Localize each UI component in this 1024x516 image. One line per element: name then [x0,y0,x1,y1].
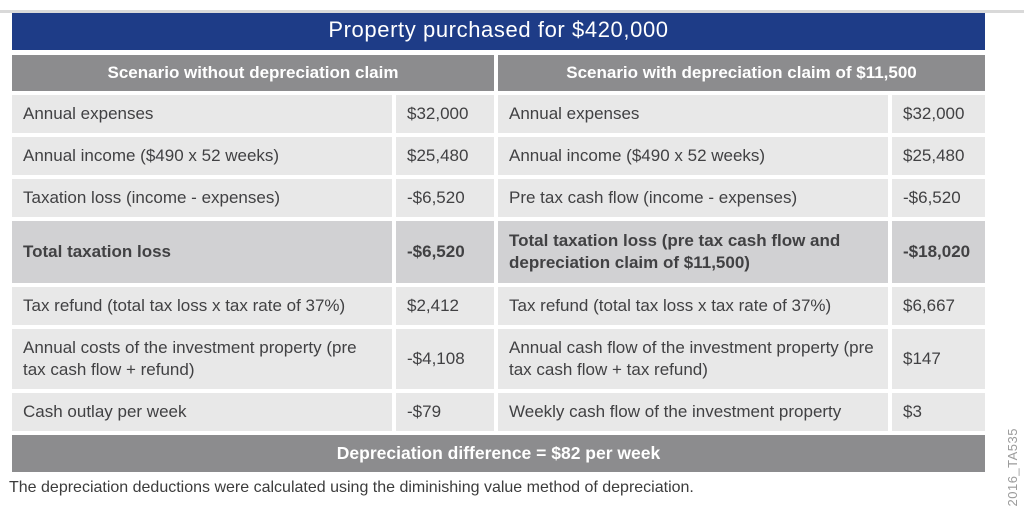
right-scenario-header: Scenario with depreciation claim of $11,… [498,55,985,91]
table-label-cell: Annual cash flow of the investment prope… [498,329,888,389]
left-scenario-header: Scenario without depreciation claim [12,55,494,91]
total-row-value-cell: -$18,020 [892,221,985,283]
table-value-cell: $32,000 [892,95,985,133]
table-value-cell: $2,412 [396,287,494,325]
table-label-cell: Weekly cash flow of the investment prope… [498,393,888,431]
table-value-cell: -$79 [396,393,494,431]
table-label-cell: Annual costs of the investment property … [12,329,392,389]
table-value-cell: $25,480 [396,137,494,175]
depreciation-comparison-figure: Property purchased for $420,000 Scenario… [0,10,1024,516]
table-label-cell: Annual income ($490 x 52 weeks) [12,137,392,175]
table-label-cell: Pre tax cash flow (income - expenses) [498,179,888,217]
table-value-cell: -$6,520 [396,179,494,217]
table-value-cell: $6,667 [892,287,985,325]
table-value-cell: -$6,520 [892,179,985,217]
table-label-cell: Annual expenses [12,95,392,133]
table-value-cell: $25,480 [892,137,985,175]
table-title-banner: Property purchased for $420,000 [12,10,985,50]
table-value-cell: $32,000 [396,95,494,133]
table-value-cell: $147 [892,329,985,389]
table-label-cell: Tax refund (total tax loss x tax rate of… [498,287,888,325]
table-label-cell: Annual income ($490 x 52 weeks) [498,137,888,175]
table-value-cell: -$4,108 [396,329,494,389]
depreciation-difference-banner: Depreciation difference = $82 per week [12,435,985,472]
table-value-cell: $3 [892,393,985,431]
caption-text: The depreciation deductions were calcula… [9,479,694,496]
table-label-cell: Taxation loss (income - expenses) [12,179,392,217]
table-label-cell: Tax refund (total tax loss x tax rate of… [12,287,392,325]
table-label-cell: Annual expenses [498,95,888,133]
top-edge-line [0,10,1024,13]
table-label-cell: Cash outlay per week [12,393,392,431]
total-row-value-cell: -$6,520 [396,221,494,283]
total-row-label-cell: Total taxation loss (pre tax cash flow a… [498,221,888,283]
comparison-table: Scenario without depreciation claim Scen… [12,55,985,472]
total-row-label-cell: Total taxation loss [12,221,392,283]
figure-id-watermark: 2016_TA535 [1005,427,1020,507]
